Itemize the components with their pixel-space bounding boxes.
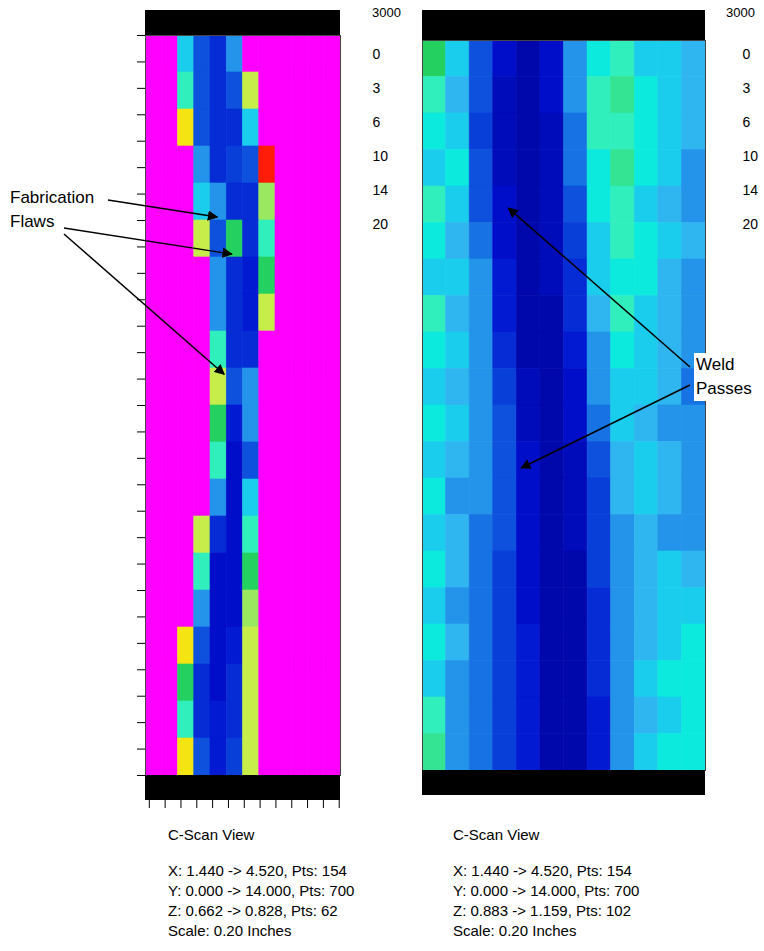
html-text:Passes: Passes: [696, 379, 752, 398]
svg-text:14: 14: [373, 182, 389, 198]
html-text:Flaws: Flaws: [10, 212, 55, 231]
svg-text:3: 3: [373, 80, 381, 96]
html-text:Weld: Weld: [696, 355, 735, 374]
html-text:Scale: 0.20 Inches: Scale: 0.20 Inches: [168, 922, 292, 939]
html-text:X: 1.440 -> 4.520, Pts: 154: X: 1.440 -> 4.520, Pts: 154: [453, 862, 632, 879]
html-text:Scale: 0.20 Inches: Scale: 0.20 Inches: [453, 922, 577, 939]
html-text:X: 1.440 -> 4.520, Pts: 154: X: 1.440 -> 4.520, Pts: 154: [168, 862, 347, 879]
svg-text:0: 0: [373, 46, 381, 62]
svg-text:10: 10: [743, 148, 759, 164]
html-text:3000: 3000: [372, 5, 401, 20]
html-text:Y: 0.000 -> 14.000, Pts: 700: Y: 0.000 -> 14.000, Pts: 700: [168, 882, 355, 899]
svg-text:6: 6: [373, 114, 381, 130]
html-text:Z: 0.883 -> 1.159, Pts: 102: Z: 0.883 -> 1.159, Pts: 102: [453, 902, 631, 919]
svg-text:6: 6: [743, 114, 751, 130]
html-text:C-Scan View: C-Scan View: [453, 826, 540, 843]
html-text:Y: 0.000 -> 14.000, Pts: 700: Y: 0.000 -> 14.000, Pts: 700: [453, 882, 640, 899]
html-text:C-Scan View: C-Scan View: [168, 826, 255, 843]
html-text:3000: 3000: [726, 5, 755, 20]
svg-text:10: 10: [373, 148, 389, 164]
svg-text:20: 20: [743, 216, 759, 232]
svg-text:20: 20: [373, 216, 389, 232]
svg-text:14: 14: [743, 182, 759, 198]
html-text:Fabrication: Fabrication: [10, 188, 95, 207]
svg-text:0: 0: [743, 46, 751, 62]
svg-text:3: 3: [743, 80, 751, 96]
html-text:Z: 0.662 -> 0.828, Pts: 62: Z: 0.662 -> 0.828, Pts: 62: [168, 902, 338, 919]
